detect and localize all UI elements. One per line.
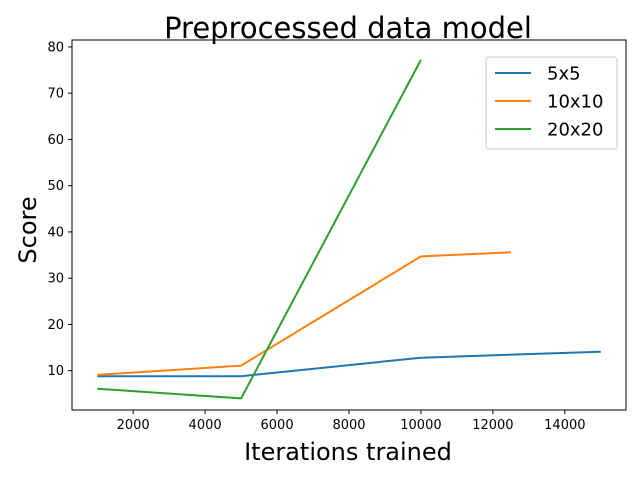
x-tick-label: 14000 (544, 418, 585, 433)
y-tick-label: 40 (47, 225, 64, 240)
y-axis: 10 20 30 40 50 60 70 80 (47, 40, 72, 379)
series-line-10x10 (97, 251, 511, 376)
x-tick-label: 8000 (332, 418, 365, 433)
x-tick-label: 6000 (261, 418, 294, 433)
y-tick-label: 30 (47, 272, 64, 287)
legend-box (485, 56, 618, 150)
legend-label-5x5: 5x5 (547, 64, 581, 85)
x-axis-label: Iterations trained (244, 438, 452, 466)
y-axis-label: Score (14, 196, 42, 263)
legend-label-20x20: 20x20 (547, 120, 603, 141)
x-tick-label: 2000 (117, 418, 150, 433)
legend-label-10x10: 10x10 (547, 92, 603, 113)
x-tick-label: 12000 (472, 418, 513, 433)
chart-title: Preprocessed data model (164, 11, 532, 45)
y-tick-label: 60 (47, 133, 64, 148)
y-tick-label: 10 (47, 364, 64, 379)
y-tick-label: 20 (47, 318, 64, 333)
legend: 5x5 10x10 20x20 (485, 56, 618, 150)
y-tick-label: 70 (47, 87, 64, 102)
x-axis: 2000 4000 6000 8000 10000 12000 14000 (117, 410, 586, 433)
y-tick-label: 80 (47, 40, 64, 55)
plot-area (97, 59, 601, 400)
x-tick-label: 10000 (400, 418, 441, 433)
series-line-5x5 (97, 350, 601, 378)
x-tick-label: 4000 (189, 418, 222, 433)
series-line-20x20 (97, 59, 422, 400)
y-tick-label: 50 (47, 179, 64, 194)
